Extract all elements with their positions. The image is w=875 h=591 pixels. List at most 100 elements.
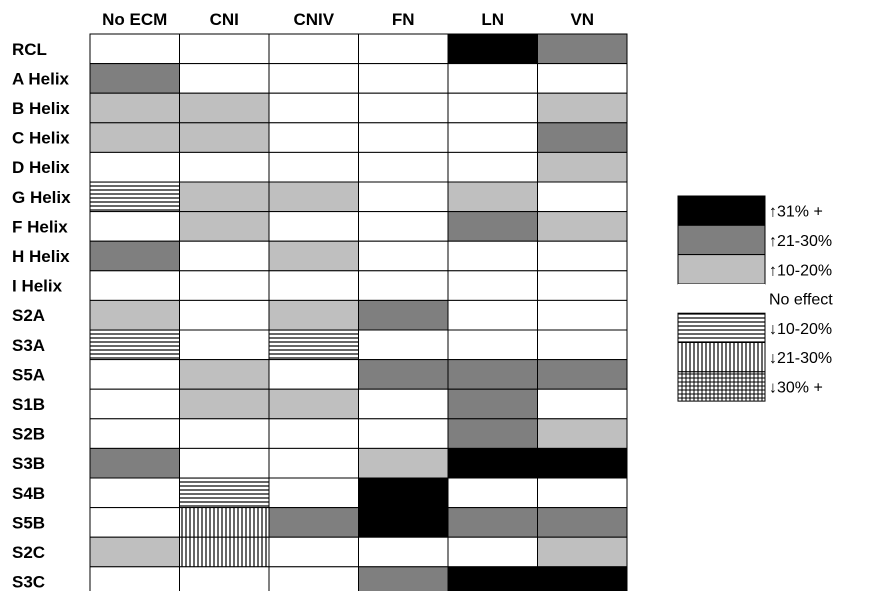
heatmap-cell: [179, 33, 270, 65]
heatmap-cell: [268, 299, 359, 331]
row-labels: RCL A Helix B Helix C Helix D Helix G Helix F …: [12, 40, 71, 591]
heatmap-cell: [89, 240, 180, 272]
row-label: S5A: [12, 365, 45, 384]
heatmap-cell: [179, 92, 270, 124]
heatmap-cell: [358, 122, 449, 153]
heatmap-cell: [89, 477, 180, 509]
heatmap-grid: [89, 33, 628, 591]
heatmap-cell: [89, 63, 180, 94]
heatmap-cell: [268, 477, 359, 509]
row-label: H Helix: [12, 247, 70, 266]
heatmap-cell: [268, 388, 359, 420]
row-label: S2C: [12, 543, 45, 562]
legend-swatch: [677, 342, 766, 373]
heatmap-cell: [447, 151, 538, 183]
legend-label: ↓30% +: [769, 379, 823, 396]
heatmap-cell: [537, 240, 628, 272]
legend-label: ↑21-30%: [769, 233, 832, 250]
legend-swatch: [677, 312, 766, 344]
legend-swatch: [678, 283, 765, 314]
heatmap-cell: [89, 329, 180, 361]
column-label: LN: [481, 10, 504, 29]
heatmap-cell: [179, 299, 270, 331]
legend-swatch: [677, 371, 766, 402]
heatmap-cell: [358, 536, 449, 568]
heatmap-cell: [268, 536, 359, 568]
heatmap-cell: [89, 92, 180, 124]
legend-label: ↓10-20%: [769, 321, 832, 338]
row-label: S2B: [12, 425, 45, 444]
heatmap-cell: [537, 181, 628, 213]
heatmap-cell: [179, 329, 270, 361]
heatmap-cell: [537, 418, 628, 449]
column-labels: No ECM CNI CNIV FN LN VN: [102, 10, 594, 29]
heatmap-cell: [358, 33, 449, 65]
heatmap-cell: [537, 151, 628, 183]
heatmap-cell: [89, 181, 180, 213]
heatmap-cell: [358, 63, 449, 94]
heatmap-cell: [268, 418, 359, 449]
heatmap-cell: [537, 299, 628, 331]
heatmap-cell: [447, 359, 538, 390]
heatmap-cell: [537, 359, 628, 390]
legend-swatch: [677, 195, 766, 226]
heatmap-cell: [179, 211, 270, 242]
row-label: S5B: [12, 513, 45, 532]
row-label: D Helix: [12, 158, 70, 177]
heatmap-cell: [447, 536, 538, 568]
heatmap-cell: [358, 329, 449, 361]
heatmap-cell: [89, 33, 180, 65]
heatmap-cell: [89, 270, 180, 301]
heatmap-cell: [537, 507, 628, 538]
heatmap-cell: [447, 299, 538, 331]
heatmap-cell: [447, 33, 538, 65]
row-label: I Helix: [12, 277, 63, 296]
column-label: No ECM: [102, 10, 167, 29]
heatmap-cell: [447, 388, 538, 420]
row-label: C Helix: [12, 129, 70, 148]
heatmap-cell: [537, 270, 628, 301]
heatmap-cell: [268, 566, 359, 591]
heatmap-cell: [268, 507, 359, 538]
heatmap-cell: [89, 122, 180, 153]
heatmap-cell: [179, 477, 270, 509]
heatmap-cell: [447, 507, 538, 538]
heatmap-cell: [179, 122, 270, 153]
heatmap-cell: [358, 299, 449, 331]
heatmap-cell: [358, 359, 449, 390]
heatmap-cell: [179, 566, 270, 591]
heatmap-cell: [537, 447, 628, 479]
row-label: S4B: [12, 484, 45, 503]
heatmap-cell: [268, 270, 359, 301]
heatmap-cell: [537, 566, 628, 591]
legend-label: ↑31% +: [769, 204, 823, 221]
heatmap-cell: [268, 447, 359, 479]
heatmap-cell: [537, 477, 628, 509]
row-label: A Helix: [12, 69, 70, 88]
heatmap-cell: [537, 122, 628, 153]
heatmap-cell: [358, 181, 449, 213]
row-label: B Helix: [12, 99, 70, 118]
legend-swatch: [677, 224, 766, 256]
heatmap-cell: [358, 566, 449, 591]
heatmap-cell: [179, 63, 270, 94]
heatmap-cell: [179, 240, 270, 272]
row-label: S2A: [12, 306, 45, 325]
heatmap-cell: [447, 92, 538, 124]
heatmap-cell: [89, 507, 180, 538]
heatmap-cell: [447, 418, 538, 449]
heatmap-cell: [447, 270, 538, 301]
column-label: VN: [570, 10, 594, 29]
heatmap-cell: [268, 151, 359, 183]
legend: ↑31% + ↑21-30% ↑10-20% No effect ↓10-20% ↓21-…: [677, 195, 833, 402]
heatmap-cell: [268, 181, 359, 213]
heatmap-cell: [447, 63, 538, 94]
heatmap-cell: [358, 240, 449, 272]
column-label: CNI: [210, 10, 239, 29]
heatmap-cell: [447, 181, 538, 213]
heatmap-cell: [358, 388, 449, 420]
heatmap-cell: [447, 447, 538, 479]
heatmap-cell: [268, 240, 359, 272]
heatmap-cell: [89, 299, 180, 331]
